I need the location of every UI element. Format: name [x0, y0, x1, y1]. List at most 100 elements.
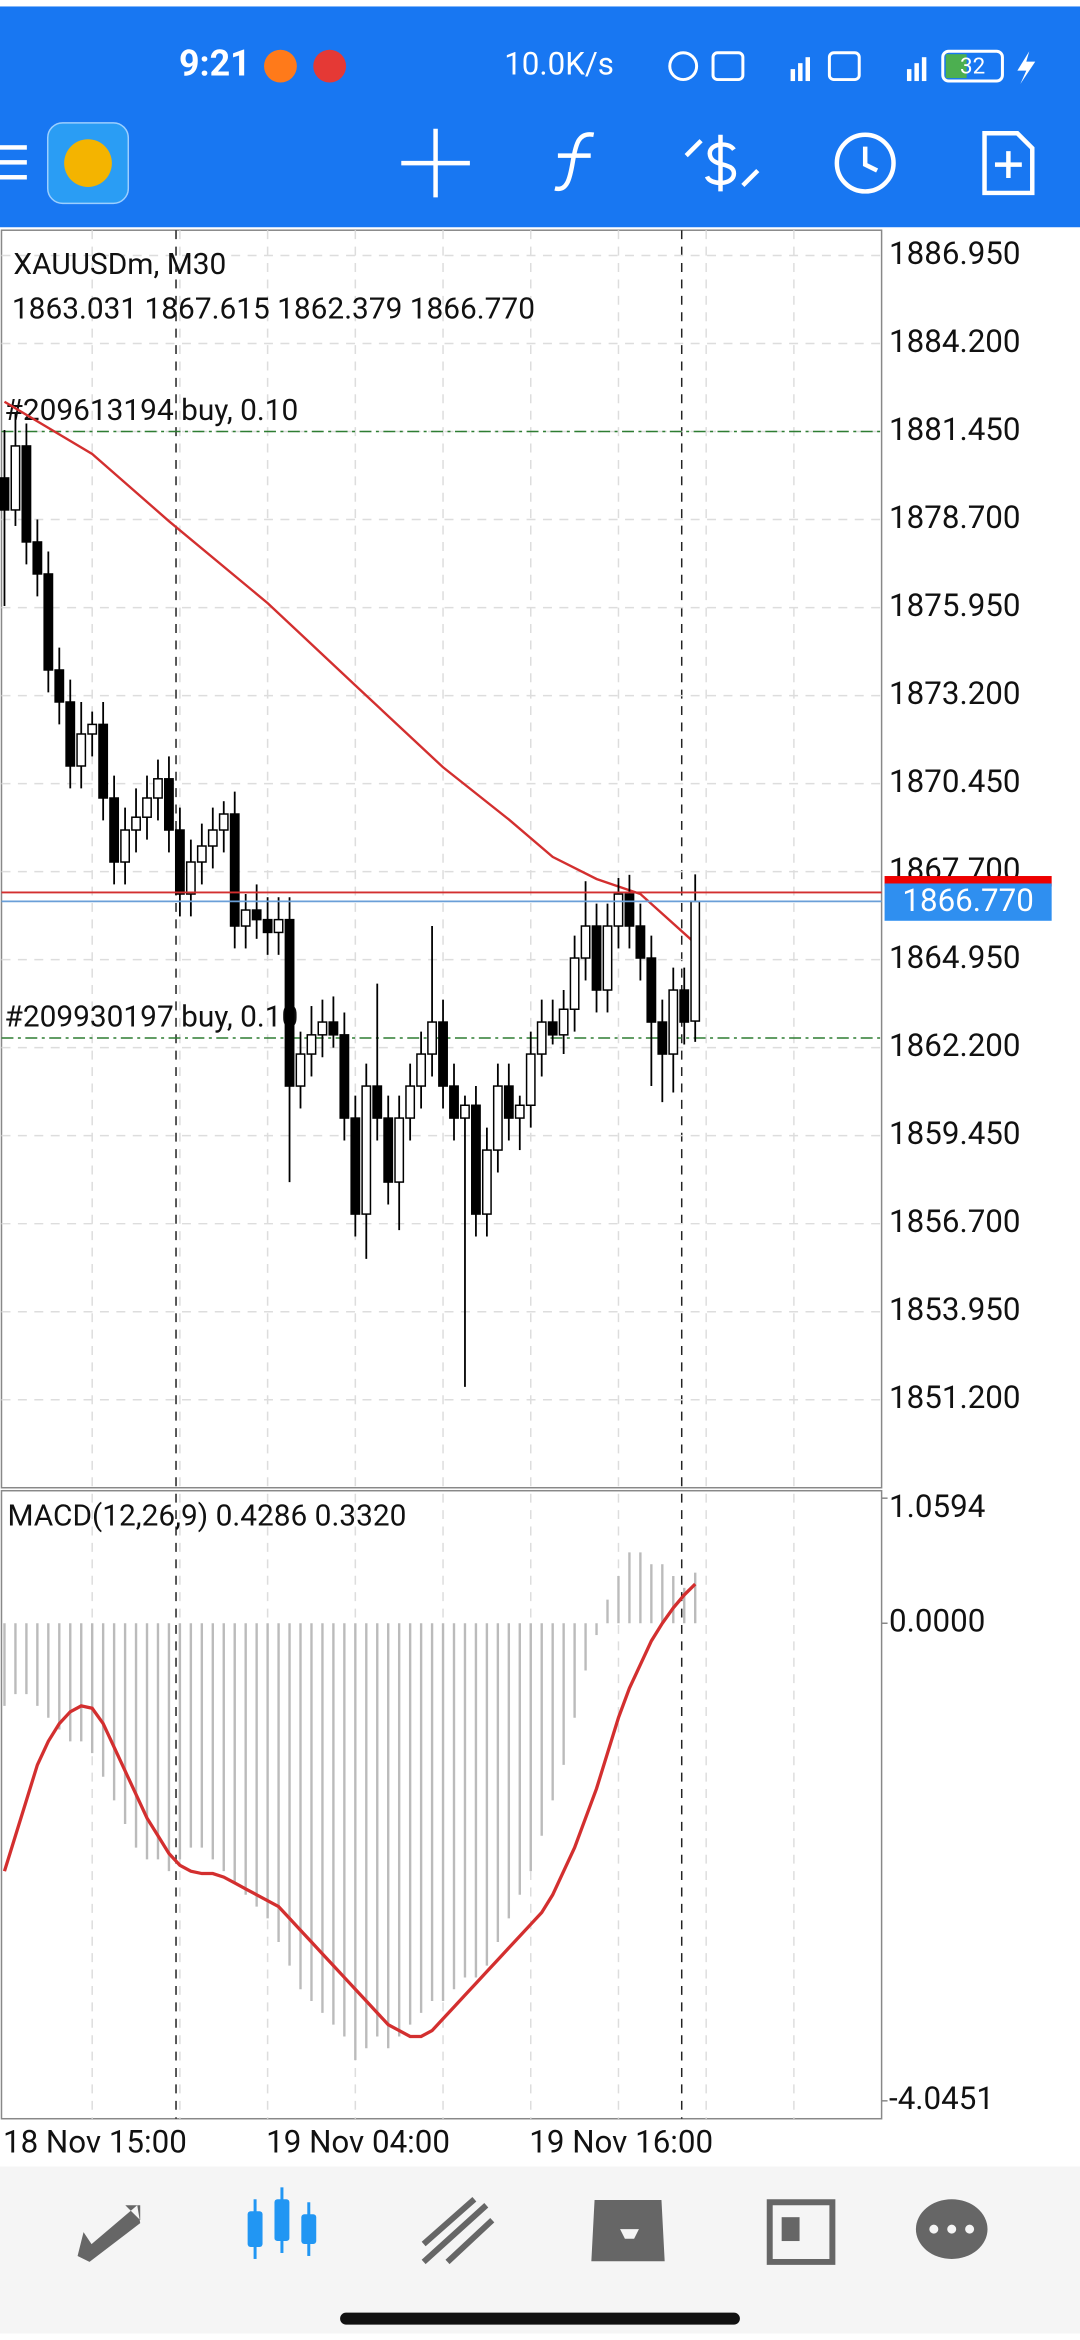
battery-percent: 32 — [960, 54, 985, 80]
candle-body — [87, 723, 98, 735]
price-tick-label: 1856.700 — [889, 1203, 1020, 1240]
history-tab[interactable] — [591, 2200, 665, 2262]
price-panel — [0, 229, 883, 1489]
candle-body — [503, 1085, 514, 1119]
trade-button[interactable] — [684, 134, 760, 192]
crosshair-button[interactable] — [401, 128, 470, 198]
candle-body — [251, 909, 262, 921]
net-speed: 10.0K/s — [504, 45, 614, 82]
price-tick-label: 1859.450 — [889, 1115, 1020, 1152]
news-tab[interactable] — [766, 2199, 836, 2265]
candle-body — [306, 1034, 317, 1055]
candle-body — [10, 445, 21, 511]
mt-logo-mark — [64, 139, 112, 187]
period-button[interactable] — [834, 132, 896, 194]
price-tick-label: 1875.950 — [889, 587, 1020, 624]
candle-body — [405, 1085, 416, 1119]
candle-body — [207, 829, 218, 847]
candle-body — [492, 1085, 503, 1151]
order-label: #209613194 buy, 0.10 — [4, 393, 298, 428]
price-tick-label: 1886.950 — [889, 235, 1020, 272]
bid-box — [884, 883, 1052, 921]
candle-body — [481, 1149, 492, 1215]
app-icon — [264, 49, 297, 83]
candle-body — [547, 1021, 558, 1036]
candle-body — [328, 1021, 339, 1036]
candle-body — [416, 1053, 427, 1087]
home-indicator — [340, 2312, 740, 2325]
candle-body — [284, 918, 295, 1087]
candle-body — [536, 1021, 547, 1055]
candle-body — [65, 701, 76, 767]
candle-body — [679, 989, 690, 1023]
candle-body — [240, 909, 251, 927]
candle-body — [262, 918, 273, 934]
candle-body — [174, 829, 185, 895]
candle-body — [471, 1104, 481, 1215]
candle-body — [646, 957, 657, 1023]
moving-average — [3, 400, 697, 945]
v-grid — [91, 230, 795, 2119]
macd-tick-label: 0.0000 — [889, 1603, 985, 1640]
time-label: 18 Nov 15:00 — [3, 2123, 187, 2160]
candle-body — [185, 861, 196, 895]
ohlc: 1863.031 1867.615 1862.379 1866.770 — [12, 292, 535, 327]
price-tick-label: 1881.450 — [889, 411, 1020, 448]
clock: 9:21 — [179, 43, 251, 85]
candle-body — [580, 925, 591, 959]
macd-signal — [2, 1582, 697, 2039]
charging — [1017, 51, 1036, 85]
candle-body — [164, 778, 174, 831]
indicators-button[interactable] — [554, 132, 595, 192]
candle-body — [109, 797, 120, 863]
time-label: 19 Nov 04:00 — [266, 2123, 450, 2160]
clock-hands — [862, 146, 879, 173]
chart-tab[interactable] — [247, 2187, 317, 2259]
candle-body — [394, 1117, 405, 1183]
candle-body — [54, 669, 65, 703]
candle-body — [438, 1021, 448, 1087]
candle-body — [98, 723, 109, 799]
candle-body — [558, 1008, 569, 1036]
candle-body — [218, 813, 229, 831]
candle-body — [120, 829, 131, 863]
dot — [929, 2224, 939, 2234]
quotes-tab[interactable] — [77, 2205, 141, 2262]
template-button[interactable] — [982, 131, 1035, 196]
menu-button[interactable] — [0, 145, 27, 180]
period-separators — [175, 230, 683, 2119]
news-mark — [781, 2217, 800, 2242]
price-tick-label: 1884.200 — [889, 323, 1020, 360]
macd-tick-label: 1.0594 — [889, 1488, 985, 1525]
candle-body — [690, 900, 701, 1022]
candle-body — [21, 445, 32, 543]
candle-body — [153, 778, 163, 799]
symbol: XAUUSDm, M30 — [13, 247, 226, 282]
candle-body — [0, 477, 10, 511]
candle-body — [131, 816, 141, 831]
dot — [965, 2224, 975, 2234]
macd-tick-label: -4.0451 — [889, 2080, 994, 2117]
bid-label: 1866.770 — [902, 882, 1033, 919]
status-icons — [668, 51, 861, 82]
price-tick-label: 1851.200 — [889, 1379, 1020, 1416]
candle-body — [383, 1117, 394, 1183]
candle-body — [657, 1021, 668, 1055]
candle-body — [361, 1085, 372, 1215]
candle-body — [624, 893, 635, 927]
price-tick-label: 1873.200 — [889, 675, 1020, 712]
candle-body — [295, 1053, 306, 1087]
candle-body — [32, 541, 43, 575]
candle-body — [43, 573, 54, 671]
order-label: #209930197 buy, 0.10 — [4, 1000, 298, 1035]
candle-body — [196, 845, 207, 863]
dot — [947, 2224, 957, 2234]
battery-level — [945, 54, 967, 79]
candle-body — [229, 813, 240, 927]
trade-tab[interactable] — [421, 2197, 495, 2265]
candle-body — [613, 893, 624, 927]
candle-body — [350, 1117, 361, 1215]
time-label: 19 Nov 16:00 — [529, 2123, 713, 2160]
price-tick-label: 1870.450 — [889, 763, 1020, 800]
ask-marker — [884, 876, 1052, 887]
